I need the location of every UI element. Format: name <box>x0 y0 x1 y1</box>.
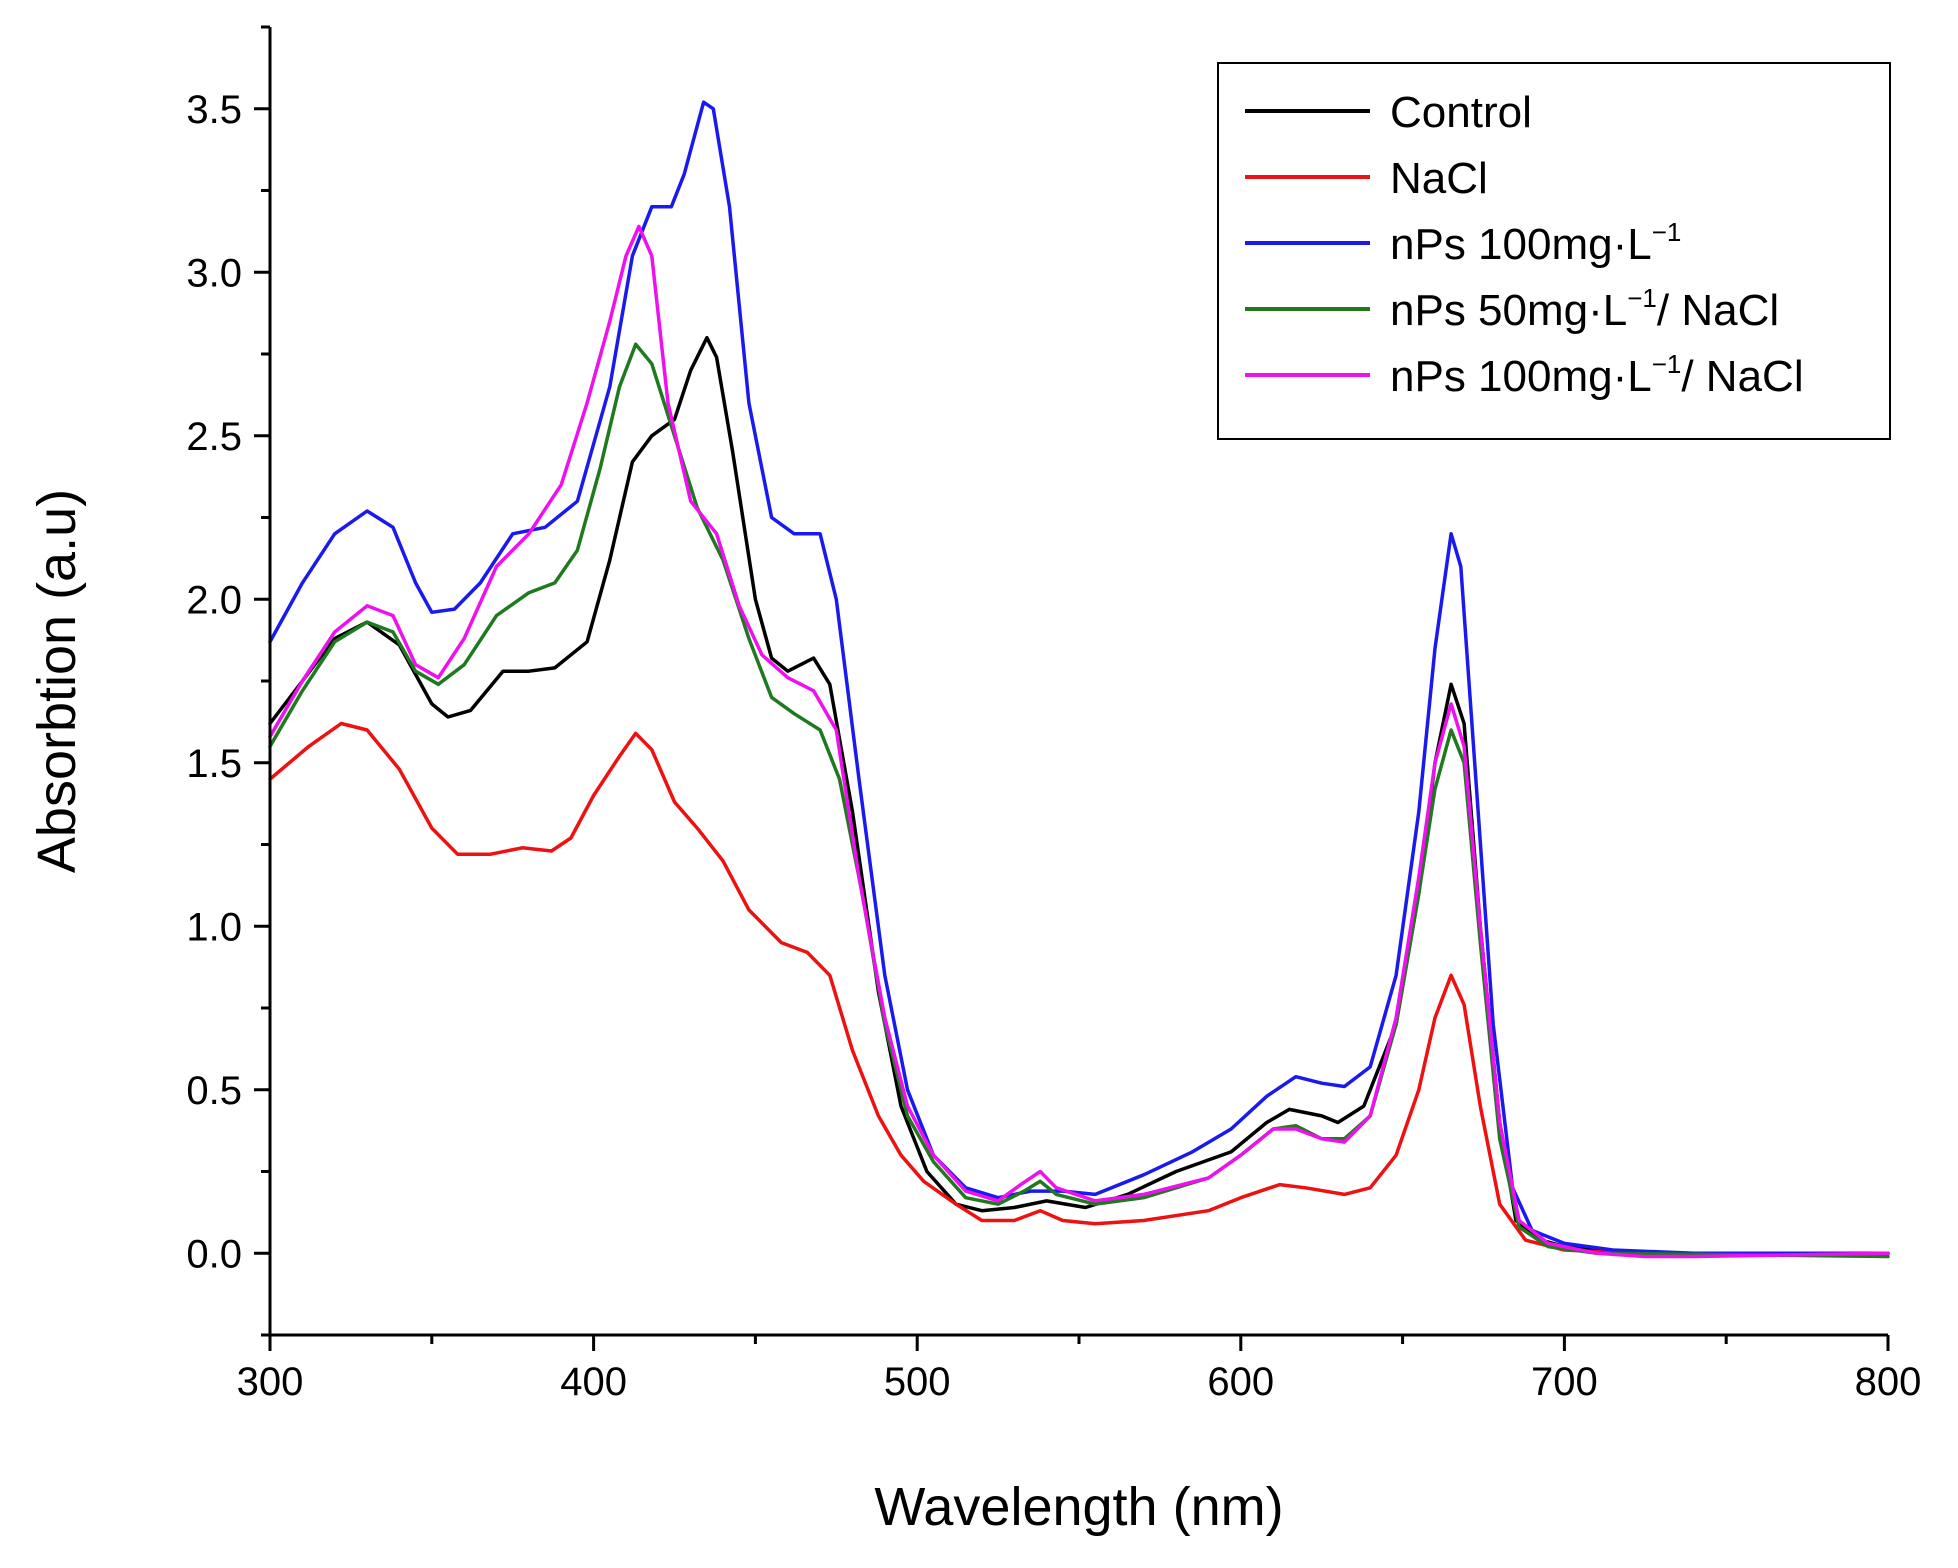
series-line-3 <box>268 100 1890 1256</box>
x-tick-label: 800 <box>1855 1360 1922 1404</box>
x-tick-label: 500 <box>884 1360 951 1404</box>
legend-entry: nPs 100mg·L−1/ NaCl <box>1390 349 1804 401</box>
y-tick-label: 1.5 <box>186 742 242 786</box>
x-ticks: 300 400 500 600 700 800 <box>237 1335 1922 1404</box>
y-tick-label: 0.0 <box>186 1232 242 1276</box>
x-tick-label: 400 <box>560 1360 627 1404</box>
series-line-4 <box>268 342 1890 1259</box>
y-tick-label: 3.0 <box>186 251 242 295</box>
legend-label-main: nPs 100mg·L <box>1390 352 1652 401</box>
legend-label-main: nPs 100mg·L <box>1390 220 1652 269</box>
legend-label-tail: / NaCl <box>1681 352 1803 401</box>
y-tick-label: 2.0 <box>186 578 242 622</box>
legend-label-main: NaCl <box>1390 154 1488 203</box>
legend-label-tail: / NaCl <box>1657 286 1779 335</box>
y-tick-label: 3.5 <box>186 88 242 132</box>
legend-label-superscript: −1 <box>1652 217 1682 247</box>
legend-entry: nPs 100mg·L−1 <box>1390 217 1681 269</box>
x-axis-title: Wavelength (nm) <box>874 1477 1283 1537</box>
y-tick-label: 1.0 <box>186 905 242 949</box>
y-tick-label: 0.5 <box>186 1069 242 1113</box>
legend-label-superscript: −1 <box>1652 349 1682 379</box>
legend-label-superscript: −1 <box>1627 283 1657 313</box>
legend-entry: Control <box>1390 88 1532 137</box>
x-tick-label: 600 <box>1207 1360 1274 1404</box>
series-line-2 <box>268 721 1890 1256</box>
y-ticks: 0.0 0.5 1.0 1.5 2.0 2.5 3.0 3.5 <box>186 25 270 1337</box>
legend-label-main: Control <box>1390 88 1532 137</box>
series-line-1 <box>268 335 1890 1256</box>
legend-entry: nPs 50mg·L−1/ NaCl <box>1390 283 1779 335</box>
series-lines <box>268 100 1890 1259</box>
axes: 300 400 500 600 700 800 0.0 0.5 1.0 1.5 2.0 2.5 3.0… <box>186 25 1922 1404</box>
legend-label-main: nPs 50mg·L <box>1390 286 1627 335</box>
x-tick-label: 700 <box>1531 1360 1598 1404</box>
series-line-5 <box>268 224 1890 1259</box>
y-axis-title: Absorbtion (a.u) <box>27 489 87 873</box>
y-tick-label: 2.5 <box>186 415 242 459</box>
x-tick-label: 300 <box>237 1360 304 1404</box>
legend-entry: NaCl <box>1390 154 1488 203</box>
